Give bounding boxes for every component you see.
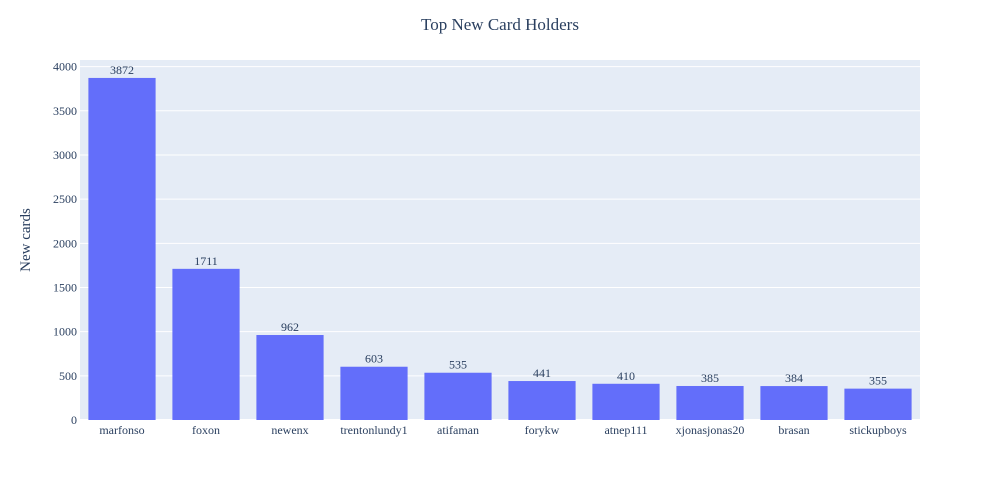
- x-tick-label: stickupboys: [849, 423, 907, 437]
- x-tick-label: forykw: [525, 423, 560, 437]
- bar-foxon: [172, 268, 240, 420]
- bar-value-label: 384: [785, 371, 803, 385]
- x-tick-label: trentonlundy1: [340, 423, 407, 437]
- x-tick-label: foxon: [192, 423, 220, 437]
- bar-brasan: [760, 386, 828, 420]
- bar-value-label: 1711: [194, 254, 218, 268]
- x-tick-label: brasan: [778, 423, 809, 437]
- x-axis-ticks: marfonso foxon newenx trentonlundy1 atifaman…: [99, 423, 907, 437]
- y-tick-label: 1500: [53, 280, 77, 294]
- bar-value-label: 410: [617, 369, 635, 383]
- bar-value-label: 603: [365, 352, 383, 366]
- x-tick-label: marfonso: [99, 423, 144, 437]
- y-tick-label: 2500: [53, 192, 77, 206]
- bar-forykw: [508, 381, 576, 420]
- bar-value-labels: 3872 1711 962 603 535 441 410 385 384 355: [110, 63, 887, 388]
- y-axis-ticks: 0 500 1000 1500 2000 2500 3000 3500 4000: [53, 60, 77, 427]
- y-tick-label: 500: [59, 369, 77, 383]
- x-tick-label: atnep111: [604, 423, 647, 437]
- bars: [88, 77, 912, 420]
- chart-title: Top New Card Holders: [421, 15, 579, 34]
- x-tick-label: newenx: [271, 423, 308, 437]
- bar-value-label: 355: [869, 374, 887, 388]
- y-tick-label: 4000: [53, 60, 77, 74]
- bar-value-label: 962: [281, 320, 299, 334]
- x-tick-label: atifaman: [437, 423, 479, 437]
- bar-atnep111: [592, 383, 660, 420]
- y-tick-label: 2000: [53, 236, 77, 250]
- bar-stickupboys: [844, 388, 912, 420]
- bar-xjonasjonas20: [676, 385, 744, 420]
- bar-marfonso: [88, 77, 156, 420]
- y-tick-label: 1000: [53, 325, 77, 339]
- bar-value-label: 441: [533, 366, 551, 380]
- y-tick-label: 0: [71, 413, 77, 427]
- bar-newenx: [256, 335, 324, 420]
- bar-trentonlundy1: [340, 366, 408, 420]
- bar-value-label: 535: [449, 358, 467, 372]
- bar-atifaman: [424, 372, 492, 420]
- x-tick-label: xjonasjonas20: [676, 423, 745, 437]
- y-axis-title: New cards: [18, 208, 34, 272]
- y-tick-label: 3000: [53, 148, 77, 162]
- y-tick-label: 3500: [53, 104, 77, 118]
- bar-value-label: 385: [701, 371, 719, 385]
- bar-value-label: 3872: [110, 63, 134, 77]
